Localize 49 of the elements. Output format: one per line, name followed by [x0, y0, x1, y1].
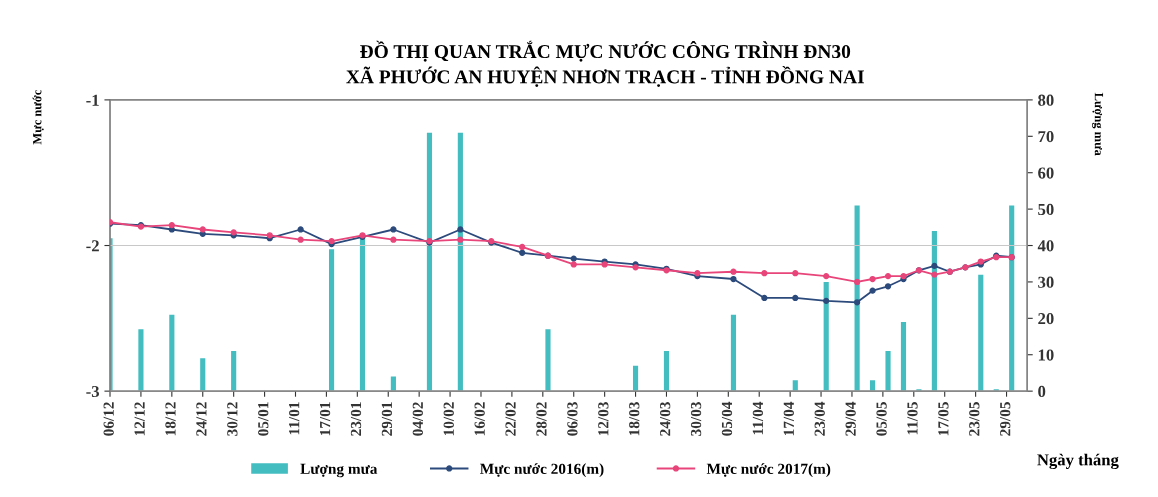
- x-tick-label: 12/12: [134, 402, 145, 436]
- y-tick-label: -1: [86, 94, 99, 106]
- x-tick-label: 18/12: [165, 402, 176, 436]
- legend-label: Mực nước 2017(m): [706, 463, 831, 478]
- x-tick-label: 30/12: [227, 402, 238, 436]
- x-tick-label: 05/01: [258, 402, 269, 436]
- y2-tick-label: 20: [1038, 313, 1054, 325]
- y2-tick-label: 40: [1037, 240, 1054, 252]
- x-tick-label: 11/04: [752, 401, 764, 435]
- y2-tick-label: 0: [1038, 385, 1046, 398]
- y-axis-title: Mực nước: [32, 90, 44, 145]
- x-tick-label: 29/04: [845, 401, 856, 436]
- x-tick-label: 29/05: [1000, 402, 1011, 436]
- x-tick-label: 12/03: [598, 402, 609, 436]
- y2-tick-label: 10: [1038, 349, 1054, 361]
- x-tick-label: 04/02: [412, 402, 423, 436]
- x-tick-label: 29/01: [381, 402, 393, 436]
- x-tick-label: 23/04: [814, 401, 825, 436]
- x-tick-label: 18/03: [629, 402, 640, 436]
- legend-label: Mực nước 2016(m): [480, 463, 604, 478]
- x-tick-label: 17/05: [938, 402, 949, 436]
- y2-axis-title: Lượng mưa: [1092, 92, 1104, 156]
- chart-title: ĐỒ THỊ QUAN TRẮC MỰC NƯỚC CÔNG TRÌNH ĐN30 XÃ PHƯỚC AN HUYỆN NHƠN TRẠCH - TỈNH ĐỒNG NAI: [346, 40, 864, 88]
- x-tick-label: 17/01: [319, 402, 331, 436]
- x-tick-label: 22/02: [505, 402, 516, 436]
- y-tick-label: -3: [86, 385, 100, 398]
- x-tick-label: 28/02: [536, 402, 547, 436]
- x-tick-label: 10/02: [443, 402, 454, 436]
- x-axis-title: Ngày tháng: [1037, 453, 1119, 470]
- x-tick-label: 23/01: [350, 402, 362, 436]
- x-tick-label: 24/12: [196, 402, 207, 436]
- x-tick-label: 23/05: [969, 402, 980, 436]
- y-tick-label: -2: [86, 240, 99, 252]
- x-tick-label: 16/02: [474, 402, 485, 436]
- x-tick-label: 30/03: [690, 402, 702, 436]
- x-tick-label: 11/05: [907, 402, 918, 435]
- y2-tick-label: 30: [1038, 276, 1054, 288]
- y2-tick-label: 70: [1038, 131, 1054, 143]
- legend-label: Lượng mưa: [300, 463, 378, 478]
- x-tick-label: 06/12: [103, 402, 114, 436]
- x-tick-label: 17/04: [783, 401, 794, 436]
- x-tick-label: 24/03: [659, 402, 671, 436]
- y2-tick-label: 80: [1038, 94, 1054, 106]
- x-tick-label: 11/01: [289, 402, 300, 435]
- x-tick-label: 05/05: [876, 402, 887, 436]
- x-tick-label: 05/04: [721, 401, 733, 436]
- y2-tick-label: 60: [1038, 167, 1054, 179]
- y2-tick-label: 50: [1038, 203, 1054, 216]
- x-tick-label: 06/03: [567, 402, 578, 436]
